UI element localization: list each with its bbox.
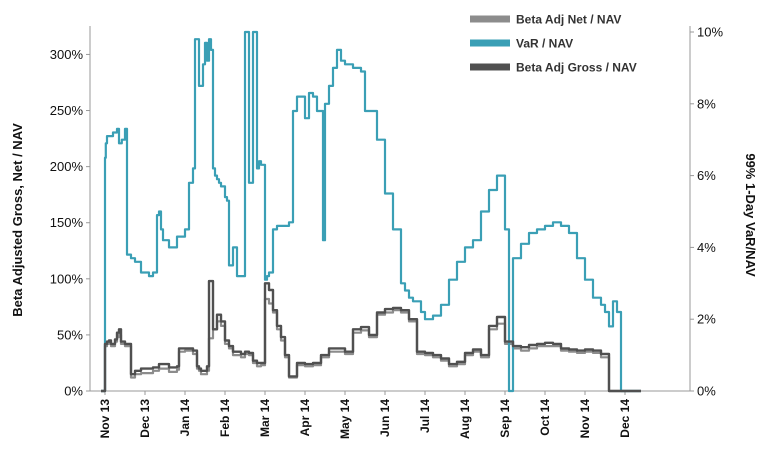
x-tick-label: Nov 13 — [98, 399, 112, 439]
y-right-tick-label: 6% — [697, 168, 716, 183]
y-axis-title-left: Beta Adjusted Gross, Net / NAV — [10, 123, 25, 317]
x-tick-label: Apr 14 — [298, 399, 312, 437]
x-tick-label: Sep 14 — [498, 399, 512, 438]
legend: Beta Adj Net / NAV VaR / NAV Beta Adj Gros… — [470, 13, 637, 75]
y-left-tick-label: 150% — [50, 215, 84, 230]
x-tick-label: Jun 14 — [378, 399, 392, 437]
y-axis-title-right: 99% 1-Day VaR/NAV — [743, 153, 758, 277]
x-tick-label: Mar 14 — [258, 399, 272, 437]
legend-swatch — [470, 63, 510, 71]
x-tick-label: Nov 14 — [578, 399, 592, 439]
y-right-tick-label: 8% — [697, 96, 716, 111]
legend-swatch — [470, 39, 510, 47]
y-left-tick-label: 50% — [57, 327, 83, 342]
series-group — [101, 30, 641, 393]
y-right-tick-label: 0% — [697, 384, 716, 399]
legend-label: Beta Adj Net / NAV — [516, 13, 621, 27]
x-tick-label: May 14 — [338, 399, 352, 439]
x-tick-label: Jul 14 — [418, 399, 432, 433]
y-left-tick-label: 100% — [50, 271, 84, 286]
y-left-tick-label: 300% — [50, 47, 84, 62]
y-right-tick-label: 10% — [697, 25, 723, 40]
y-left-ticks: 0% 50% 100% 150% 200% 250% 300% — [50, 47, 90, 399]
x-tick-label: Oct 14 — [538, 399, 552, 436]
y-right-tick-label: 2% — [697, 312, 716, 327]
x-tick-label: Jan 14 — [178, 399, 192, 437]
y-left-tick-label: 250% — [50, 103, 84, 118]
legend-label: Beta Adj Gross / NAV — [516, 61, 637, 75]
series-line-beta-adj-gross-nav — [101, 279, 641, 393]
x-tick-label: Dec 14 — [618, 399, 632, 438]
x-tick-label: Aug 14 — [458, 399, 472, 439]
axes-group — [89, 26, 691, 392]
x-tick-label: Feb 14 — [218, 399, 232, 437]
y-left-tick-label: 0% — [64, 384, 83, 399]
y-left-tick-label: 200% — [50, 159, 84, 174]
legend-swatch — [470, 15, 510, 23]
y-right-tick-label: 4% — [697, 240, 716, 255]
y-right-ticks: 0% 2% 4% 6% 8% 10% — [690, 25, 723, 399]
series-line-var-nav — [101, 30, 641, 393]
x-ticks: Nov 13 Dec 13 Jan 14 Feb 14 Mar 14 Apr 14 May … — [98, 391, 632, 439]
legend-label: VaR / NAV — [516, 37, 573, 51]
x-tick-label: Dec 13 — [138, 399, 152, 438]
